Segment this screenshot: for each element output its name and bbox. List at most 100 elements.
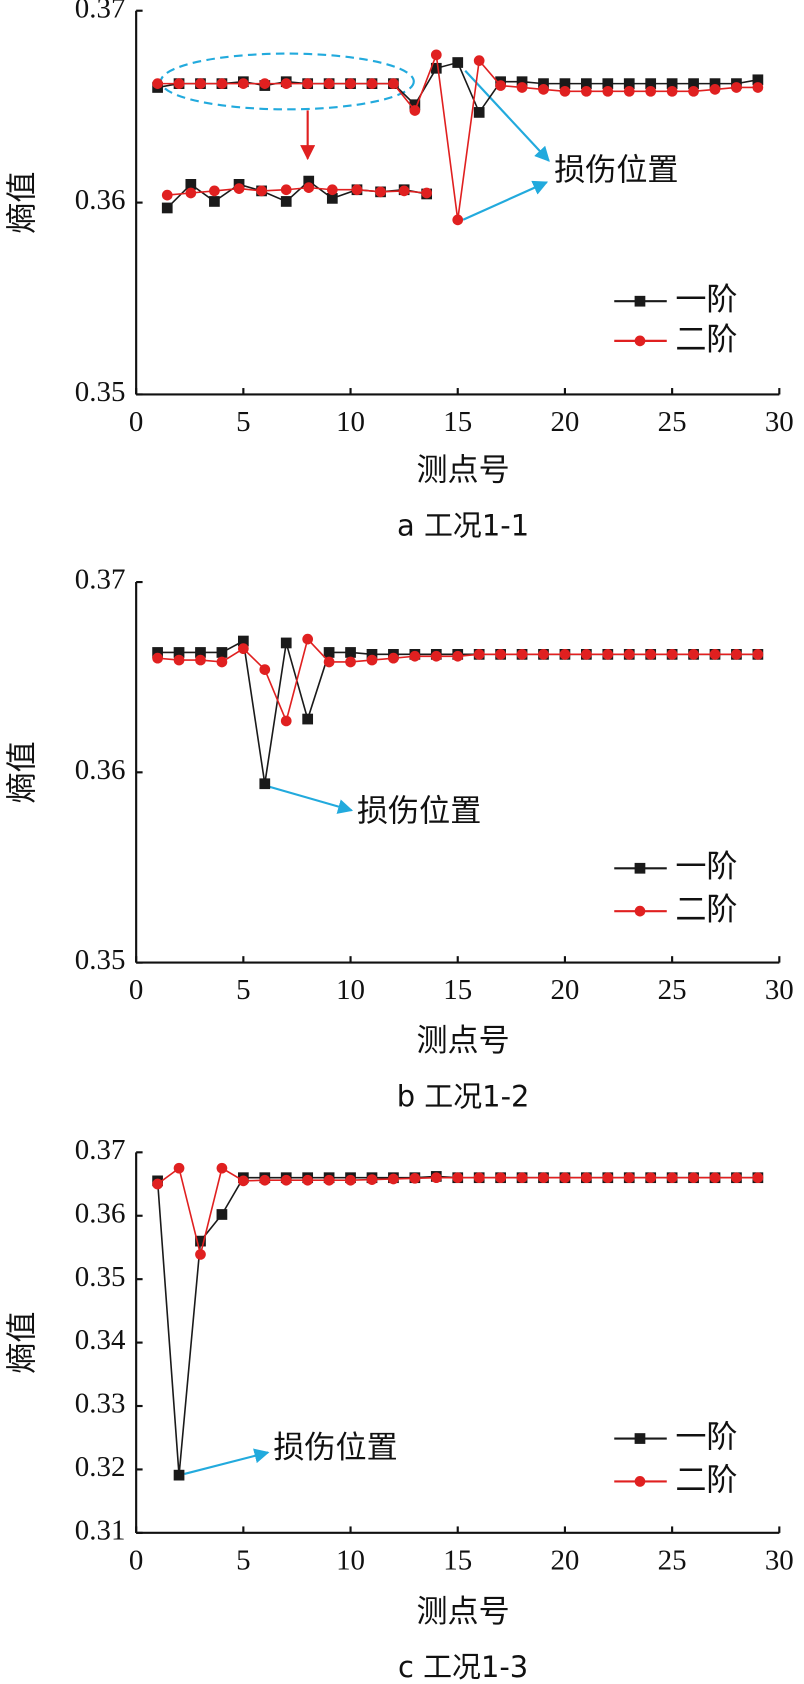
legend-label: 二阶	[675, 1462, 737, 1498]
y-tick-label: 0.33	[75, 1388, 126, 1420]
data-point	[752, 82, 764, 93]
y-axis-label: 熵值	[5, 741, 41, 803]
data-point	[752, 74, 764, 86]
data-point	[709, 1172, 721, 1184]
data-point	[185, 179, 197, 190]
damage-arrow	[462, 180, 549, 221]
data-point	[495, 80, 506, 91]
data-point	[216, 1162, 228, 1174]
data-point	[302, 1174, 314, 1186]
data-point	[259, 1174, 271, 1186]
data-point	[323, 647, 335, 658]
data-point	[152, 652, 163, 664]
data-point	[634, 1476, 646, 1487]
data-point	[161, 189, 173, 201]
data-point	[152, 647, 163, 658]
data-point	[666, 85, 678, 97]
x-tick-label: 20	[550, 974, 579, 1006]
y-tick-label: 0.37	[75, 0, 126, 24]
data-point	[302, 78, 314, 89]
data-point	[731, 1172, 742, 1184]
x-tick-label: 10	[336, 974, 365, 1006]
data-point	[280, 184, 292, 196]
data-point	[409, 650, 421, 662]
data-point	[752, 1172, 764, 1184]
caption: c 工况1-3	[398, 1650, 528, 1684]
x-tick-label: 10	[336, 406, 365, 438]
data-point	[495, 648, 506, 660]
series-line	[156, 1175, 758, 1476]
y-axis-label: 熵值	[5, 1312, 41, 1374]
data-point	[709, 648, 721, 660]
data-point	[216, 656, 228, 668]
data-point	[216, 78, 228, 89]
data-point	[602, 648, 614, 660]
data-point	[709, 78, 721, 89]
data-point	[345, 656, 356, 668]
data-point	[495, 1172, 506, 1184]
data-point	[280, 78, 292, 89]
data-point	[409, 105, 421, 116]
data-point	[280, 715, 292, 727]
data-point	[538, 84, 549, 95]
legend-label: 二阶	[675, 892, 737, 928]
x-tick-label: 15	[443, 1545, 472, 1577]
data-point	[237, 78, 249, 89]
data-point	[375, 186, 386, 198]
data-point	[709, 84, 721, 95]
data-point	[473, 648, 485, 660]
data-point	[185, 187, 197, 199]
x-tick-label: 30	[765, 974, 794, 1006]
x-tick-label: 5	[236, 974, 250, 1006]
data-point	[666, 78, 678, 89]
data-point	[280, 196, 292, 207]
data-point	[473, 55, 485, 66]
data-point	[259, 778, 271, 790]
data-point	[452, 57, 464, 68]
data-point	[209, 196, 220, 207]
data-point	[173, 654, 185, 666]
y-tick-label: 0.32	[75, 1451, 126, 1483]
data-point	[351, 184, 363, 196]
x-tick-label: 25	[658, 974, 687, 1006]
data-point	[237, 635, 249, 647]
x-tick-label: 30	[765, 406, 794, 438]
data-point	[366, 1174, 378, 1185]
y-tick-label: 0.36	[75, 754, 126, 786]
data-point	[195, 654, 206, 666]
data-point	[516, 1172, 528, 1184]
x-axis-label: 测点号	[416, 1594, 509, 1630]
data-point	[366, 654, 378, 666]
series-line	[157, 639, 758, 784]
data-point	[303, 175, 315, 187]
data-point	[634, 905, 646, 917]
x-tick-label: 30	[765, 1545, 794, 1577]
data-point	[237, 643, 249, 655]
data-point	[581, 85, 592, 97]
data-point	[345, 78, 356, 89]
data-point	[473, 1172, 485, 1184]
damage-arrow	[265, 784, 354, 814]
data-point	[152, 1178, 163, 1190]
data-point	[581, 78, 592, 89]
data-point	[602, 78, 614, 89]
data-point	[752, 648, 764, 660]
legend-label: 一阶	[675, 1420, 737, 1456]
x-tick-label: 5	[236, 406, 250, 438]
y-tick-label: 0.35	[75, 376, 126, 408]
data-point	[538, 1172, 549, 1184]
data-point	[634, 335, 646, 347]
data-point	[538, 78, 549, 89]
data-point	[366, 78, 378, 89]
data-point	[452, 214, 464, 226]
data-point	[645, 648, 657, 660]
damage-arrow	[184, 1448, 270, 1475]
data-point	[173, 1469, 185, 1481]
data-point	[421, 187, 433, 199]
data-point	[731, 82, 742, 93]
data-point	[581, 648, 592, 660]
data-point	[326, 193, 338, 204]
data-point	[366, 648, 378, 660]
data-point	[195, 1235, 206, 1247]
